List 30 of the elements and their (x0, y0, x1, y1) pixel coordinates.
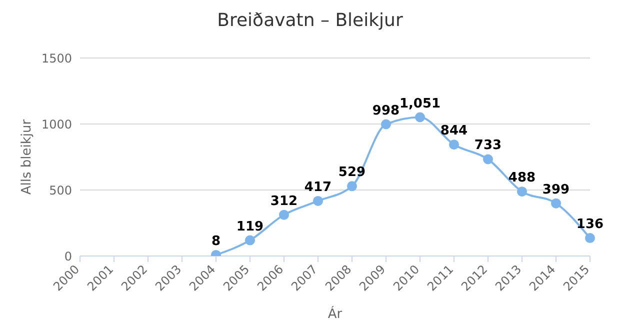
y-axis-title: Alls bleikjur (20, 118, 35, 195)
y-tick-label: 500 (49, 183, 72, 198)
point (313, 196, 323, 206)
data-label: 844 (440, 124, 468, 139)
y-tick-label: 1000 (41, 117, 72, 132)
y-tick-label: 1500 (41, 51, 72, 66)
point (245, 235, 255, 246)
point (279, 210, 289, 220)
x-axis-title: Ár (328, 305, 343, 322)
chart-title: Breiðavatn – Bleikjur (216, 9, 404, 33)
data-label: 136 (576, 217, 604, 232)
data-label: 119 (236, 219, 264, 234)
point (517, 186, 527, 197)
point (551, 198, 561, 208)
point (381, 119, 391, 130)
data-label: 488 (508, 170, 536, 186)
point (483, 154, 493, 164)
y-tick-label: 0 (64, 249, 72, 264)
data-label: 417 (304, 180, 332, 195)
point (585, 233, 595, 244)
point (347, 181, 357, 192)
data-label: 312 (270, 194, 298, 209)
data-label: 733 (474, 138, 502, 154)
data-label: 1,051 (399, 96, 441, 112)
data-label: 8 (211, 234, 221, 249)
point (415, 112, 425, 122)
data-label: 998 (372, 103, 400, 118)
point (449, 140, 459, 150)
data-label: 399 (542, 182, 570, 198)
data-label: 529 (338, 165, 366, 180)
